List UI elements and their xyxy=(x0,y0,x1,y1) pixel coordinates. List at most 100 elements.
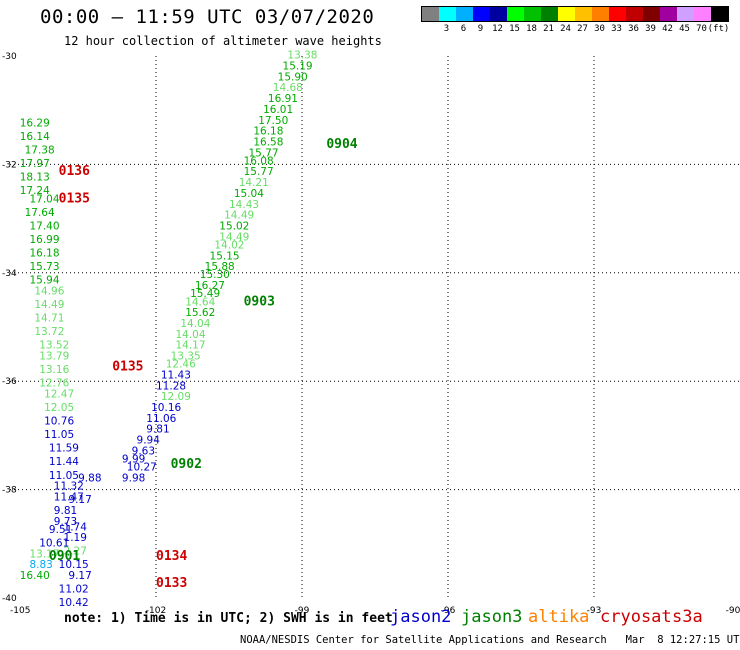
wave-height-label: 11.28 xyxy=(156,380,186,392)
wave-height-label: 11.05 xyxy=(44,429,74,441)
wave-height-label: 9.98 xyxy=(122,472,145,484)
lon-tick-label: -96 xyxy=(441,606,456,616)
wave-height-label: 11.06 xyxy=(146,413,176,425)
wave-height-label: 14.71 xyxy=(34,313,64,325)
pass-time-label: 0901 xyxy=(49,549,80,564)
wave-height-label: 13.35 xyxy=(171,351,201,363)
satellite-label-cryosat: cryosat xyxy=(600,607,672,627)
wave-height-label: 15.49 xyxy=(190,288,220,300)
wave-height-label: 16.99 xyxy=(29,234,59,246)
wave-height-label: 9.17 xyxy=(68,494,91,506)
wave-height-label: 10.16 xyxy=(151,402,181,414)
wave-height-label: 9.99 xyxy=(122,454,145,466)
legend-label: 12 xyxy=(492,24,503,34)
wave-height-label: 13.38 xyxy=(287,50,317,62)
legend-label: 45 xyxy=(679,24,690,34)
wave-height-label: 15.94 xyxy=(29,275,59,287)
legend-label: 36 xyxy=(628,24,639,34)
wave-height-label: 14.17 xyxy=(175,340,205,352)
wave-height-label: 10.27 xyxy=(127,462,157,474)
wave-height-label: 12.09 xyxy=(161,391,191,403)
legend-unit: (ft) xyxy=(707,24,730,34)
wave-height-label: 14.49 xyxy=(219,231,249,243)
wave-height-label: 9.51 xyxy=(49,524,72,536)
legend-label: 3 xyxy=(443,24,450,34)
legend-swatch xyxy=(643,7,660,21)
legend-swatches xyxy=(421,6,729,22)
wave-height-label: 14.68 xyxy=(273,82,303,94)
wave-height-label: 15.02 xyxy=(219,220,249,232)
legend-swatch xyxy=(660,7,677,21)
lat-tick-label: -40 xyxy=(2,594,17,604)
pass-time-label: 0136 xyxy=(59,164,90,179)
wave-height-label: 16.01 xyxy=(263,104,293,116)
satellite-label-jason2: jason2 xyxy=(390,607,452,627)
wave-height-label: 14.49 xyxy=(34,299,64,311)
legend-swatch xyxy=(473,7,490,21)
legend-label: 15 xyxy=(509,24,520,34)
legend-swatch xyxy=(456,7,473,21)
legend-label: 30 xyxy=(594,24,605,34)
wave-height-label: 15.77 xyxy=(248,147,278,159)
lat-tick-label: -38 xyxy=(2,486,17,496)
wave-height-color-legend: 3 6 9 12 15 18 21 24 27 30 33 36 39 42 45 70 (ft) xyxy=(421,6,729,34)
wave-height-label: 9.63 xyxy=(132,445,155,457)
wave-height-label: 16.18 xyxy=(29,248,59,260)
lon-tick-label: -93 xyxy=(587,606,602,616)
legend-label: 70 xyxy=(696,24,707,34)
page-subtitle: 12 hour collection of altimeter wave hei… xyxy=(64,34,382,48)
lat-tick-label: -30 xyxy=(2,52,17,62)
legend-labels: 3 6 9 12 15 18 21 24 27 30 33 36 39 42 45 70 (ft) xyxy=(421,22,730,34)
lon-tick-label: -102 xyxy=(146,606,166,616)
wave-height-label: 15.62 xyxy=(185,307,215,319)
wave-height-label: 14.04 xyxy=(175,329,205,341)
legend-swatch xyxy=(592,7,609,21)
wave-height-label: 13.16 xyxy=(39,364,69,376)
wave-height-label: 9.81 xyxy=(54,505,77,517)
satellite-label-altika: altika xyxy=(528,607,590,627)
wave-height-label: 16.40 xyxy=(20,570,50,582)
wave-height-label: 17.24 xyxy=(20,185,50,197)
legend-swatch xyxy=(541,7,558,21)
pass-time-label: 0134 xyxy=(156,549,187,564)
wave-height-label: 17.40 xyxy=(29,220,59,232)
legend-label: 9 xyxy=(477,24,484,34)
wave-height-label: 15.77 xyxy=(244,166,274,178)
wave-height-label: 14.21 xyxy=(239,177,269,189)
legend-label: 39 xyxy=(645,24,656,34)
legend-swatch xyxy=(439,7,456,21)
pass-time-label: 0903 xyxy=(244,294,275,309)
wave-height-label: 15.88 xyxy=(205,261,235,273)
wave-height-label: 16.29 xyxy=(20,117,50,129)
wave-height-label: 2.27 xyxy=(64,546,87,558)
legend-label: 42 xyxy=(662,24,673,34)
wave-height-label: 16.18 xyxy=(253,126,283,138)
wave-height-label: 11.44 xyxy=(49,456,79,468)
wave-height-label: 14.04 xyxy=(180,318,210,330)
pass-time-label: 0135 xyxy=(112,359,143,374)
satellite-label-s3a: s3a xyxy=(672,607,703,627)
footer-credit: NOAA/NESDIS Center for Satellite Applica… xyxy=(240,634,740,646)
legend-swatch xyxy=(524,7,541,21)
wave-height-label: 15.19 xyxy=(283,61,313,73)
legend-swatch xyxy=(490,7,507,21)
wave-height-label: 1.74 xyxy=(64,521,88,533)
wave-height-label: 12.05 xyxy=(44,402,74,414)
lat-tick-label: -34 xyxy=(2,269,17,279)
wave-height-label: 15.15 xyxy=(210,250,240,262)
legend-swatch xyxy=(558,7,575,21)
legend-label: 18 xyxy=(526,24,537,34)
wave-height-label: 17.97 xyxy=(20,158,50,170)
wave-height-label: 12.47 xyxy=(44,388,74,400)
wave-height-label: 11.43 xyxy=(161,369,191,381)
wave-height-label: 14.49 xyxy=(224,210,254,222)
wave-height-label: 13.52 xyxy=(39,340,69,352)
wave-height-label: 9.73 xyxy=(54,516,77,528)
wave-height-label: 11.05 xyxy=(49,470,79,482)
lon-tick-label: -105 xyxy=(10,606,30,616)
wave-height-label: 15.30 xyxy=(200,269,230,281)
page-title: 00:00 — 11:59 UTC 03/07/2020 xyxy=(40,6,375,28)
wave-height-label: 13.79 xyxy=(39,351,69,363)
wave-height-label: 9.88 xyxy=(78,472,101,484)
